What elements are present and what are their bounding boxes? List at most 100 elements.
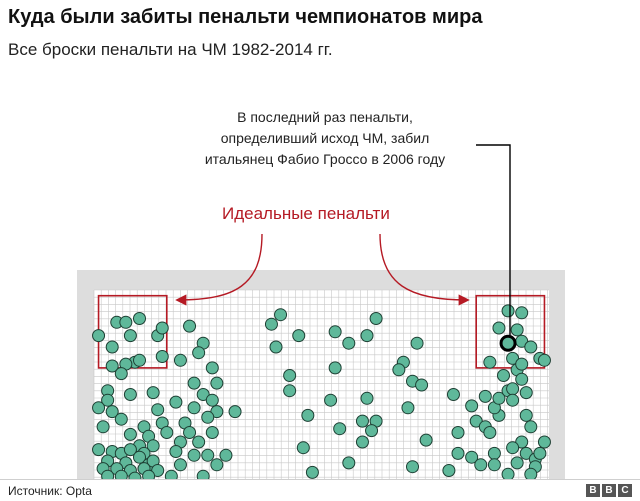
penalty-dot	[533, 446, 547, 460]
penalty-dot	[96, 420, 110, 434]
penalty-dot	[474, 458, 488, 472]
penalty-dot	[401, 401, 415, 415]
penalty-dot	[369, 312, 383, 325]
penalty-dot	[151, 403, 165, 417]
penalty-dot	[169, 395, 183, 409]
penalty-dot	[187, 376, 201, 390]
penalty-dot	[537, 435, 551, 449]
penalty-dot	[492, 391, 506, 405]
penalty-dot	[301, 408, 315, 422]
penalty-dot	[92, 443, 106, 457]
penalty-dot	[360, 391, 374, 405]
penalty-dot	[410, 336, 424, 350]
penalty-dot	[492, 321, 506, 335]
penalty-dot	[483, 426, 497, 439]
penalty-dot	[328, 325, 342, 339]
penalty-dot	[465, 450, 479, 464]
highlighted-penalty-dot	[499, 334, 517, 352]
penalty-dot	[510, 456, 524, 470]
penalty-dot	[101, 393, 115, 407]
penalty-dot	[92, 329, 106, 343]
penalty-dot	[164, 469, 178, 480]
ideal-penalties-label: Идеальные пенальти	[222, 204, 390, 223]
penalty-dot	[114, 469, 128, 480]
penalty-dot	[537, 353, 551, 367]
penalty-dot	[105, 405, 119, 419]
annotation-line: определивший исход ЧМ, забил	[220, 130, 430, 146]
penalty-dot	[406, 460, 419, 474]
penalty-dot	[133, 450, 146, 464]
penalty-dot	[465, 399, 479, 413]
penalty-dot	[419, 433, 433, 447]
footer-divider	[0, 479, 640, 480]
penalty-dot	[442, 464, 456, 477]
bbc-logo: B B C	[586, 484, 632, 497]
penalty-dot	[155, 321, 169, 335]
penalty-dot	[192, 346, 206, 360]
penalty-dot	[210, 376, 224, 390]
penalty-dot	[101, 469, 115, 480]
penalty-dot	[501, 304, 515, 318]
penalty-dot	[119, 315, 133, 329]
penalty-dot	[515, 372, 529, 386]
penalty-dot	[173, 458, 187, 472]
penalty-dot	[205, 361, 219, 375]
penalty-dot	[219, 448, 233, 462]
penalty-dot	[487, 458, 501, 472]
penalty-dot	[451, 446, 465, 460]
ideal-arrow-left	[175, 233, 263, 306]
penalty-dot	[515, 306, 529, 320]
bbc-logo-letter: B	[586, 484, 600, 497]
penalty-dot	[146, 439, 160, 453]
penalty-dot	[160, 426, 174, 439]
penalty-dot	[123, 329, 137, 343]
penalty-dot	[501, 467, 515, 480]
penalty-dot	[169, 445, 183, 458]
penalty-dot	[296, 441, 310, 455]
annotation-line: В последний раз пенальти,	[237, 109, 413, 125]
penalty-dot	[487, 446, 501, 460]
penalty-dot	[506, 441, 520, 455]
penalty-dot	[123, 388, 137, 401]
penalty-dot	[128, 471, 142, 480]
penalty-dot	[264, 317, 278, 331]
penalty-dot	[483, 355, 497, 369]
penalty-dot	[228, 405, 242, 419]
penalty-dot	[133, 353, 146, 367]
penalty-dot	[146, 386, 160, 400]
bbc-logo-letter: B	[602, 484, 616, 497]
penalty-dot	[201, 410, 215, 424]
penalty-dot	[524, 340, 538, 354]
penalty-dot	[183, 426, 197, 439]
penalty-dot	[173, 353, 187, 367]
penalty-dot	[123, 427, 137, 441]
penalty-dot	[210, 458, 224, 472]
source-note: Источник: Opta	[8, 484, 92, 498]
penalty-dot	[342, 456, 356, 470]
penalty-dot	[355, 435, 369, 449]
penalty-dot	[269, 340, 283, 354]
penalty-dot	[519, 408, 533, 422]
annotation-line: итальянец Фабио Гроссо в 2006 году	[204, 151, 446, 167]
penalty-dot	[478, 389, 492, 403]
penalty-dot	[201, 448, 215, 462]
penalty-dot	[365, 424, 379, 438]
penalty-dot	[355, 414, 369, 428]
penalty-dot	[360, 329, 374, 343]
penalty-dot	[205, 426, 219, 439]
penalty-dot	[415, 378, 429, 392]
penalty-dot	[123, 443, 137, 457]
penalty-dot	[392, 363, 406, 377]
penalty-dot	[196, 469, 210, 480]
annotation-leader-line	[476, 144, 511, 336]
penalty-dot	[324, 393, 338, 407]
penalty-dot	[342, 336, 356, 350]
penalty-dot	[292, 329, 306, 343]
penalty-dot	[187, 401, 201, 415]
penalty-dot	[506, 382, 520, 396]
penalty-dot	[524, 420, 538, 434]
penalty-dot	[497, 369, 510, 382]
chart-title: Куда были забиты пенальти чемпионатов ми…	[8, 6, 483, 28]
penalty-dot	[305, 465, 319, 479]
penalty-dot	[105, 340, 119, 354]
